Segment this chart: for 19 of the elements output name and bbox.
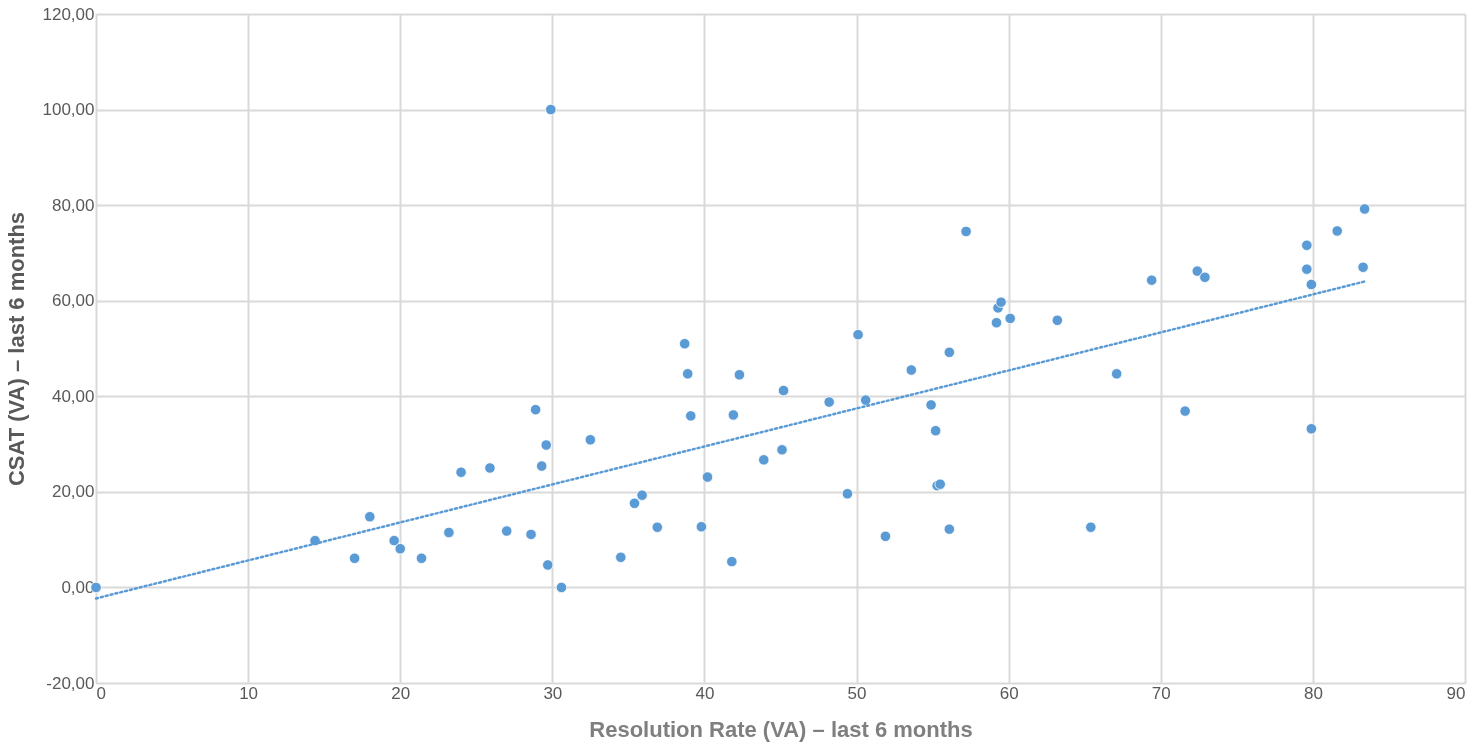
y-tick-label: 100,00 <box>42 100 95 120</box>
x-tick-label: 80 <box>1303 683 1323 703</box>
y-axis-title: CSAT (VA) – last 6 months <box>3 211 29 487</box>
y-tick-label: 20,00 <box>51 482 95 502</box>
x-tick-label: 50 <box>847 683 867 703</box>
x-tick-label: 70 <box>1151 683 1171 703</box>
x-tick-label: 20 <box>391 683 411 703</box>
x-tick-label: 0 <box>96 683 106 703</box>
x-axis-title: Resolution Rate (VA) – last 6 months <box>589 716 973 742</box>
x-tick-label: 40 <box>695 683 715 703</box>
x-tick-label: 60 <box>999 683 1019 703</box>
y-tick-label: 60,00 <box>51 291 95 311</box>
y-tick-label: 80,00 <box>51 195 95 215</box>
y-tick-label: 40,00 <box>51 386 95 406</box>
x-tick-label: 30 <box>543 683 563 703</box>
y-tick-label: 120,00 <box>42 4 95 24</box>
x-tick-label: 10 <box>239 683 259 703</box>
y-tick-label: -20,00 <box>46 673 95 693</box>
x-tick-label: 90 <box>1446 683 1466 703</box>
